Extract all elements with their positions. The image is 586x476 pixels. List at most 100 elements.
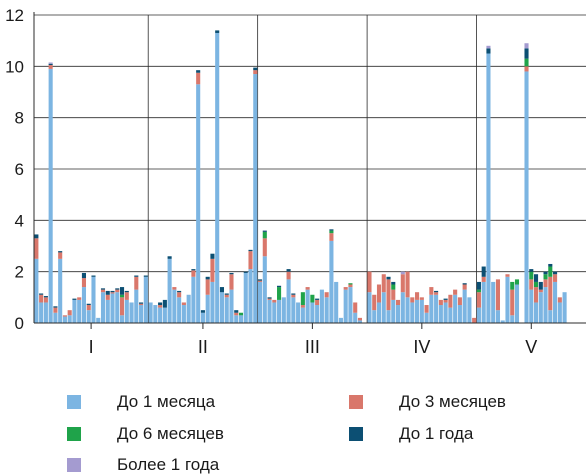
bar-segment — [96, 317, 101, 323]
bar-segment — [53, 306, 58, 308]
bar-segment — [48, 65, 53, 69]
bar-segment — [143, 276, 148, 323]
bar-segment — [510, 289, 515, 316]
bar-segment — [110, 293, 115, 323]
bar-segment — [262, 231, 267, 239]
bar-segment — [291, 297, 296, 323]
bar-segment — [562, 292, 567, 323]
bar-segment — [224, 294, 229, 298]
bar-segment — [48, 68, 53, 324]
bar-segment — [462, 289, 467, 323]
bar-segment — [39, 302, 44, 323]
bar-segment — [548, 263, 553, 267]
bar-segment — [281, 297, 286, 323]
bar-segment — [267, 297, 272, 299]
bar-segment — [533, 281, 539, 288]
bar-segment — [324, 292, 329, 298]
bar-segment — [77, 297, 82, 300]
bar-segment — [491, 281, 496, 323]
bar-segment — [162, 307, 167, 323]
bar-segment — [286, 271, 291, 280]
bar-segment — [234, 315, 239, 323]
bar-segment — [134, 276, 139, 290]
bar-segment — [524, 43, 529, 49]
bar-segment — [205, 279, 210, 295]
bar-segment — [158, 305, 163, 308]
y-tick-label: 0 — [15, 314, 24, 333]
bar-segment — [548, 276, 553, 311]
y-tick-label: 10 — [5, 57, 24, 76]
bar-segment — [395, 299, 401, 306]
bar-segment — [415, 299, 420, 323]
bar-segment — [253, 70, 258, 75]
bar-segment — [305, 289, 310, 323]
bar-segment — [524, 71, 529, 323]
bar-segment — [81, 287, 87, 323]
bar-segment — [243, 272, 248, 323]
bar-segment — [286, 269, 291, 272]
bar-segment — [443, 298, 448, 300]
bar-segment — [429, 294, 434, 323]
bar-segment — [272, 302, 277, 323]
bar-segment — [72, 299, 77, 323]
bar-segment — [315, 298, 320, 300]
bar-segment — [310, 302, 315, 323]
bar-segment — [453, 289, 458, 295]
bar-segment — [434, 290, 439, 293]
bar-segment — [43, 302, 48, 323]
bar-segment — [100, 288, 106, 290]
bar-segment — [62, 316, 67, 323]
bar-segment — [443, 299, 448, 303]
bar-segment — [476, 292, 481, 308]
bar-segment — [115, 288, 120, 290]
bar-segment — [272, 299, 277, 303]
bar-segment — [529, 271, 534, 280]
bar-segment — [105, 290, 110, 295]
bar-segment — [257, 280, 263, 282]
bar-segment — [210, 258, 215, 282]
bar-segment — [186, 294, 191, 323]
bar-segment — [415, 292, 420, 300]
bar-segment — [315, 305, 320, 323]
bar-segment — [143, 275, 148, 277]
bar-segment — [557, 297, 562, 303]
bar-segment — [277, 287, 282, 300]
bar-segment — [162, 299, 167, 308]
bar-segment — [476, 281, 481, 290]
bar-segment — [529, 289, 534, 323]
bar-segment — [119, 297, 125, 316]
bar-segment — [300, 307, 305, 323]
bar-segment — [410, 302, 415, 323]
bar-segment — [481, 281, 486, 323]
bar-segment — [291, 294, 296, 298]
bar-segment — [386, 310, 391, 323]
bar-segment — [119, 315, 125, 323]
bar-segment — [419, 299, 424, 323]
bar-segment — [334, 281, 339, 323]
bar-segment — [457, 305, 462, 323]
bar-segment — [467, 297, 472, 323]
bar-segment — [100, 292, 106, 323]
bar-segment — [124, 292, 129, 300]
grid — [34, 14, 586, 323]
bar-segment — [400, 292, 405, 323]
bar-segment — [177, 290, 182, 293]
bar-segment — [210, 281, 215, 323]
bar-segment — [139, 303, 144, 306]
bar-segment — [100, 289, 106, 293]
bar-segment — [429, 287, 434, 295]
bar-segment — [481, 266, 486, 277]
bar-segment — [548, 310, 553, 323]
bar-segment — [234, 312, 239, 316]
bar-segment — [257, 279, 263, 281]
bar-segment — [191, 270, 196, 277]
bar-segment — [495, 310, 501, 323]
bar-segment — [229, 272, 234, 275]
bar-segment — [262, 256, 267, 323]
bar-segment — [158, 302, 163, 306]
bar-segment — [286, 279, 291, 323]
bar-segment — [167, 258, 172, 323]
bar-segment — [219, 292, 225, 323]
bar-segment — [200, 312, 205, 323]
bar-segment — [177, 297, 182, 323]
